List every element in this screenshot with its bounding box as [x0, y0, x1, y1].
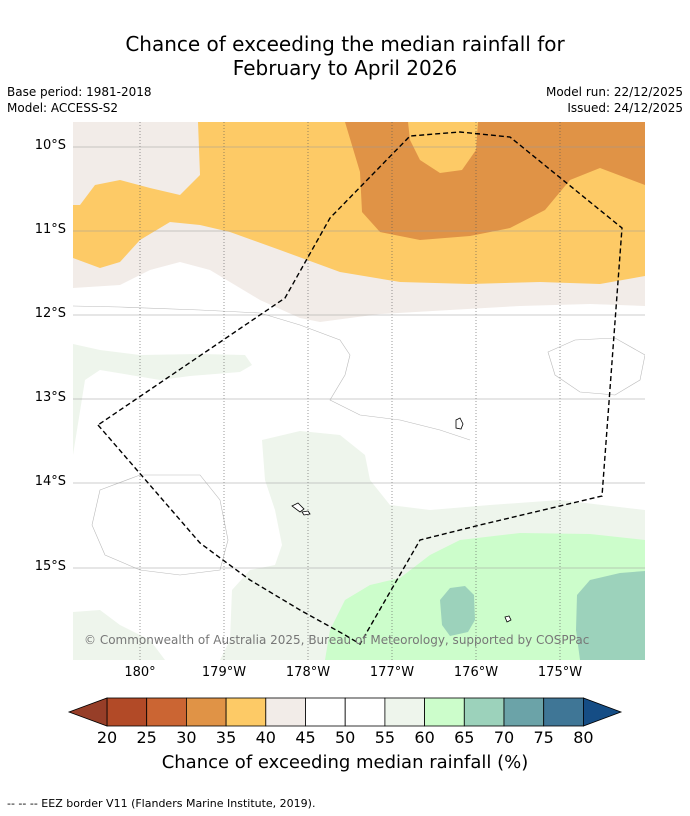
band-40-45-patch	[73, 122, 200, 205]
model-name: Model: ACCESS-S2	[7, 101, 119, 115]
colorbar-segment-3	[225, 697, 267, 727]
lon-label-175w: 175°W	[537, 665, 583, 680]
colorbar-segment-10	[503, 697, 545, 727]
colorbar-tick-75: 75	[533, 728, 554, 747]
colorbar-under-arrow	[67, 697, 108, 727]
colorbar-tick-80: 80	[573, 728, 594, 747]
island-4	[504, 615, 512, 623]
band-65-70-b	[576, 571, 645, 660]
issued-date: Issued: 24/12/2025	[567, 101, 683, 115]
colorbar-segment-8	[424, 697, 465, 727]
lon-label-176w: 176°W	[453, 665, 499, 680]
latitude-lines	[73, 146, 645, 569]
island-3	[301, 510, 311, 516]
chart-title-line-1: Chance of exceeding the median rainfall …	[125, 32, 565, 56]
colorbar-segment-1	[146, 697, 187, 727]
copyright-notice: © Commonwealth of Australia 2025, Bureau…	[84, 633, 590, 647]
colorbar	[67, 697, 623, 727]
lat-label-12s: 12°S	[34, 306, 66, 321]
colorbar-tick-70: 70	[493, 728, 515, 747]
colorbar-segment-6	[344, 697, 386, 727]
colorbar-segment-4	[265, 697, 306, 727]
eez-footnote: -- -- -- EEZ border V11 (Flanders Marine…	[7, 797, 316, 810]
island-2	[291, 502, 305, 513]
colorbar-tick-20: 20	[96, 728, 118, 747]
colorbar-tick-55: 55	[374, 728, 396, 747]
colorbar-tick-25: 25	[136, 728, 157, 747]
band-65-70-a	[440, 586, 475, 636]
base-period: Base period: 1981-2018	[7, 85, 152, 99]
colorbar-segment-11	[543, 697, 584, 727]
colorbar-tick-35: 35	[215, 728, 237, 747]
band-55-60-west	[73, 344, 252, 455]
colorbar-over-arrow	[583, 697, 623, 727]
lon-label-179w: 179°W	[201, 665, 247, 680]
colorbar-tick-50: 50	[335, 728, 356, 747]
colorbar-tick-60: 60	[414, 728, 435, 747]
colorbar-segment-5	[305, 697, 346, 727]
lat-label-15s: 15°S	[34, 559, 66, 574]
lat-label-10s: 10°S	[34, 138, 66, 153]
colorbar-tick-45: 45	[295, 728, 316, 747]
lat-label-11s: 11°S	[34, 222, 66, 237]
colorbar-tick-30: 30	[176, 728, 197, 747]
colorbar-segment-9	[463, 697, 505, 727]
lat-label-14s: 14°S	[34, 474, 66, 489]
contour-line-1	[73, 305, 471, 441]
model-run-date: Model run: 22/12/2025	[545, 85, 683, 99]
chart-title-line-2: February to April 2026	[232, 56, 458, 80]
lon-label-177w: 177°W	[369, 665, 415, 680]
colorbar-tick-40: 40	[255, 728, 276, 747]
lat-label-13s: 13°S	[34, 390, 66, 405]
band-35-40-bump	[408, 122, 478, 173]
contour-line-3	[547, 337, 645, 396]
colorbar-segment-2	[185, 697, 227, 727]
contour-line-2	[91, 474, 229, 576]
map-area	[73, 122, 645, 660]
colorbar-title: Chance of exceeding median rainfall (%)	[161, 752, 529, 773]
lon-label-180: 180°	[124, 665, 156, 680]
band-60-65	[325, 533, 645, 660]
colorbar-segment-0	[106, 697, 148, 727]
colorbar-tick-65: 65	[454, 728, 475, 747]
lon-label-178w: 178°W	[285, 665, 331, 680]
colorbar-segment-7	[384, 697, 425, 727]
island-1	[455, 417, 464, 430]
